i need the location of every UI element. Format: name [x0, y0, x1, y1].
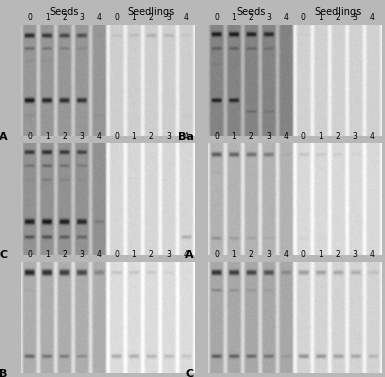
Text: 2: 2 [62, 250, 67, 259]
Text: C: C [186, 369, 194, 377]
Text: 0: 0 [301, 250, 306, 259]
Text: 0: 0 [114, 250, 119, 259]
Text: 1: 1 [231, 250, 236, 259]
Text: 2: 2 [149, 132, 154, 141]
Text: 0: 0 [301, 132, 306, 141]
Text: 3: 3 [353, 250, 358, 259]
Text: 3: 3 [353, 13, 358, 22]
Text: 4: 4 [183, 13, 188, 22]
Text: 1: 1 [231, 132, 236, 141]
Text: 2: 2 [249, 13, 254, 22]
Text: 2: 2 [149, 250, 154, 259]
Text: A: A [0, 132, 7, 142]
Text: 3: 3 [166, 132, 171, 141]
Text: 1: 1 [318, 132, 323, 141]
Text: 1: 1 [131, 250, 136, 259]
Text: 1: 1 [318, 250, 323, 259]
Text: 2: 2 [62, 13, 67, 22]
Text: Seedlings: Seedlings [314, 8, 362, 17]
Text: 4: 4 [370, 250, 375, 259]
Text: 2: 2 [149, 13, 154, 22]
Text: 3: 3 [79, 132, 84, 141]
Text: 3: 3 [79, 250, 84, 259]
Text: C: C [0, 250, 7, 260]
Text: 2: 2 [249, 250, 254, 259]
Text: 4: 4 [183, 132, 188, 141]
Text: 2: 2 [62, 132, 67, 141]
Text: 2: 2 [335, 250, 340, 259]
Text: Seeds: Seeds [50, 8, 79, 17]
Text: 0: 0 [214, 250, 219, 259]
Text: 4: 4 [283, 250, 288, 259]
Text: 1: 1 [318, 13, 323, 22]
Text: 0: 0 [27, 250, 32, 259]
Text: 4: 4 [283, 132, 288, 141]
Text: 0: 0 [114, 13, 119, 22]
Text: 3: 3 [353, 132, 358, 141]
Text: 2: 2 [249, 132, 254, 141]
Text: 2: 2 [335, 132, 340, 141]
Text: 1: 1 [131, 13, 136, 22]
Text: 0: 0 [214, 132, 219, 141]
Text: 3: 3 [79, 13, 84, 22]
Text: Seeds: Seeds [236, 8, 266, 17]
Text: B: B [0, 369, 7, 377]
Text: 0: 0 [301, 13, 306, 22]
Text: 4: 4 [97, 250, 102, 259]
Text: 1: 1 [45, 13, 50, 22]
Text: Seedlings: Seedlings [127, 8, 175, 17]
Text: 3: 3 [166, 13, 171, 22]
Text: 1: 1 [131, 132, 136, 141]
Text: A: A [186, 250, 194, 260]
Text: 0: 0 [214, 13, 219, 22]
Text: 3: 3 [266, 132, 271, 141]
Text: 3: 3 [266, 250, 271, 259]
Text: 3: 3 [166, 250, 171, 259]
Text: 4: 4 [97, 13, 102, 22]
Text: 0: 0 [114, 132, 119, 141]
Text: 0: 0 [27, 132, 32, 141]
Text: 1: 1 [45, 250, 50, 259]
Text: 4: 4 [97, 132, 102, 141]
Text: 4: 4 [370, 132, 375, 141]
Text: 3: 3 [266, 13, 271, 22]
Text: 0: 0 [27, 13, 32, 22]
Text: 4: 4 [370, 13, 375, 22]
Text: Ba: Ba [178, 132, 194, 142]
Text: 4: 4 [183, 250, 188, 259]
Text: 4: 4 [283, 13, 288, 22]
Text: 1: 1 [231, 13, 236, 22]
Text: 2: 2 [335, 13, 340, 22]
Text: 1: 1 [45, 132, 50, 141]
